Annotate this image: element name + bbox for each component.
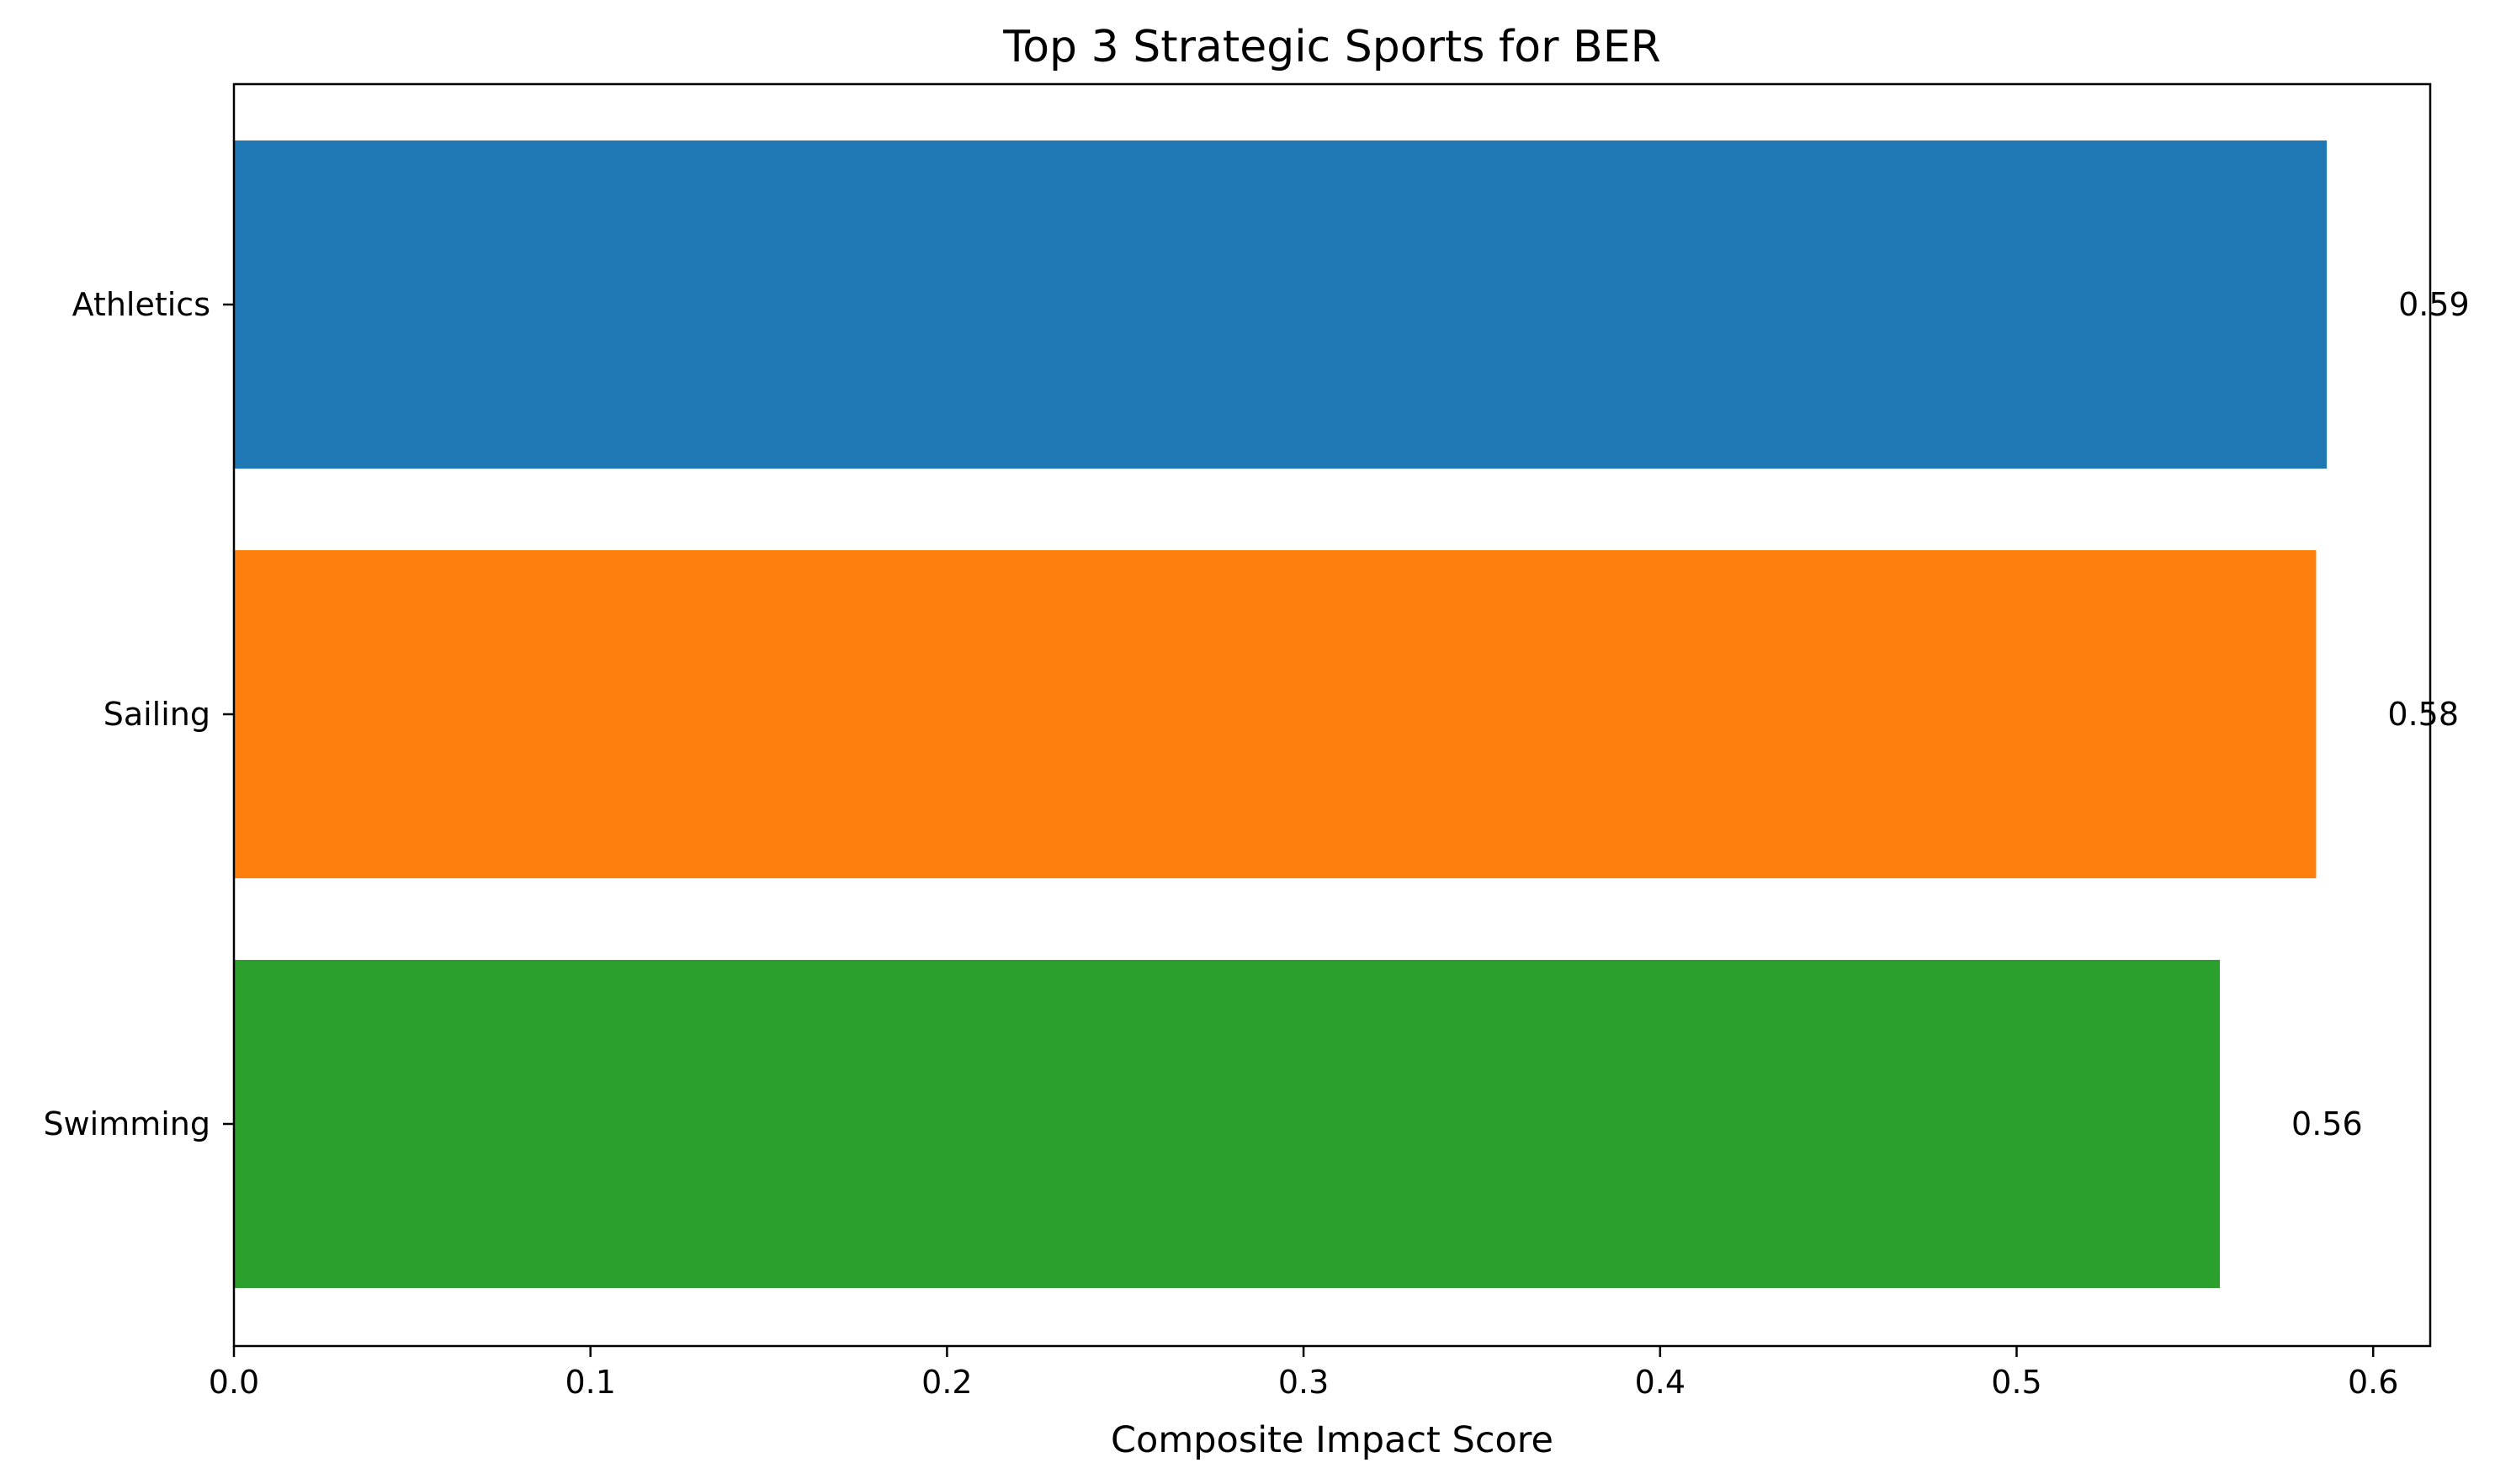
data-labels-group: 0.59 0.58 0.56 [2291,286,2470,1142]
x-tick-label-2: 0.2 [921,1364,972,1401]
data-label-athletics: 0.59 [2398,286,2470,323]
y-tick-label-athletics: Athletics [72,286,210,323]
bars-group [234,140,2328,1288]
x-tick-label-4: 0.4 [1635,1364,1685,1401]
x-tick-label-6: 0.6 [2348,1364,2398,1401]
x-tick-label-1: 0.1 [565,1364,615,1401]
bar-athletics [234,140,2328,469]
data-label-sailing: 0.58 [2387,696,2459,733]
plot-area-frame [232,82,2432,1348]
x-tick-label-3: 0.3 [1278,1364,1329,1401]
y-tick-label-swimming: Swimming [43,1105,210,1142]
y-axis-ticks: Athletics Sailing Swimming [43,286,234,1142]
x-tick-label-0: 0.0 [209,1364,259,1401]
data-label-swimming: 0.56 [2291,1105,2363,1142]
x-axis-ticks: 0.0 0.1 0.2 0.3 0.4 0.5 0.6 [209,1346,2398,1401]
bar-swimming [234,960,2221,1288]
y-tick-label-sailing: Sailing [104,696,210,733]
bar-sailing [234,550,2317,878]
chart-title: Top 3 Strategic Sports for BER [1002,22,1660,72]
x-tick-label-5: 0.5 [1991,1364,2041,1401]
x-axis-label: Composite Impact Score [1111,1419,1553,1461]
